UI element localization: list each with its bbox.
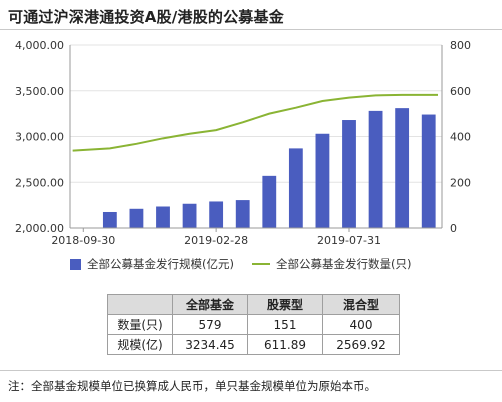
table-header-cell: 全部基金: [172, 294, 248, 315]
y-left-tick-label: 2,500.00: [15, 176, 64, 189]
legend-item-bar: 全部公募基金发行规模(亿元): [70, 256, 234, 272]
table-cell: 400: [322, 314, 400, 335]
table-header-row: 全部基金 股票型 混合型: [107, 294, 400, 315]
bar: [156, 206, 170, 228]
table-row: 数量(只) 579 151 400: [107, 314, 400, 335]
legend-swatch-bar: [70, 258, 81, 270]
table-header-cell: [107, 294, 173, 315]
chart-title: 可通过沪深港通投资A股/港股的公募基金: [8, 8, 284, 26]
axes: 2,000.00 0 2,500.00 200 3,000.00 400 3,500.00 6…: [15, 39, 471, 247]
bar: [209, 201, 224, 228]
x-tick-label: 2018-09-30: [51, 234, 115, 247]
chart-area: 2,000.00 0 2,500.00 200 3,000.00 400 3,500.00 6…: [15, 39, 471, 247]
y-right-tick-label: 600: [450, 85, 471, 98]
table-cell: 2569.92: [322, 334, 400, 355]
footnote: 注：全部基金规模单位已换算成人民币，单只基金规模单位为原始本币。: [8, 379, 376, 393]
table-cell: 611.89: [247, 334, 323, 355]
bar: [129, 208, 144, 228]
bar: [421, 114, 436, 228]
y-right-tick-label: 400: [450, 131, 471, 144]
table-header-cell: 混合型: [322, 294, 400, 315]
legend-label-bar: 全部公募基金发行规模(亿元): [87, 257, 234, 271]
bar: [342, 120, 356, 228]
y-left-tick-label: 4,000.00: [15, 39, 64, 52]
x-tick-label: 2019-02-28: [184, 234, 248, 247]
bar: [235, 200, 250, 228]
bar-series: [102, 108, 436, 228]
y-left-tick-label: 3,500.00: [15, 85, 64, 98]
note-divider: [0, 370, 502, 371]
y-right-tick-label: 0: [450, 222, 457, 235]
y-left-tick-label: 3,000.00: [15, 131, 64, 144]
bar: [182, 203, 197, 228]
title-divider: [0, 29, 502, 30]
legend-label-line: 全部公募基金发行数量(只): [275, 257, 412, 271]
table-cell: 579: [172, 314, 248, 335]
chart-legend: 全部公募基金发行规模(亿元) 全部公募基金发行数量(只): [70, 256, 429, 272]
gridlines: [70, 44, 442, 229]
summary-table: 全部基金 股票型 混合型 数量(只) 579 151 400 规模(亿) 323…: [107, 294, 400, 355]
series-line: [72, 93, 439, 152]
legend-item-line: 全部公募基金发行数量(只): [251, 256, 412, 272]
table-cell: 3234.45: [172, 334, 248, 355]
y-left-tick-label: 2,000.00: [15, 222, 64, 235]
x-tick-label: 2019-07-31: [317, 234, 381, 247]
table-cell: 151: [247, 314, 323, 335]
y-right-tick-label: 800: [450, 39, 471, 52]
legend-swatch-line: [251, 263, 270, 265]
y-right-tick-label: 200: [450, 176, 471, 189]
bar: [102, 211, 117, 228]
bar: [262, 175, 277, 228]
bar: [288, 148, 303, 228]
table-row-label: 规模(亿): [107, 334, 173, 355]
table-header-cell: 股票型: [247, 294, 323, 315]
line-series: [72, 93, 439, 152]
table-row-label: 数量(只): [107, 314, 173, 335]
bar: [395, 108, 410, 228]
bar: [315, 133, 330, 228]
bar: [368, 110, 383, 228]
table-row: 规模(亿) 3234.45 611.89 2569.92: [107, 334, 400, 355]
